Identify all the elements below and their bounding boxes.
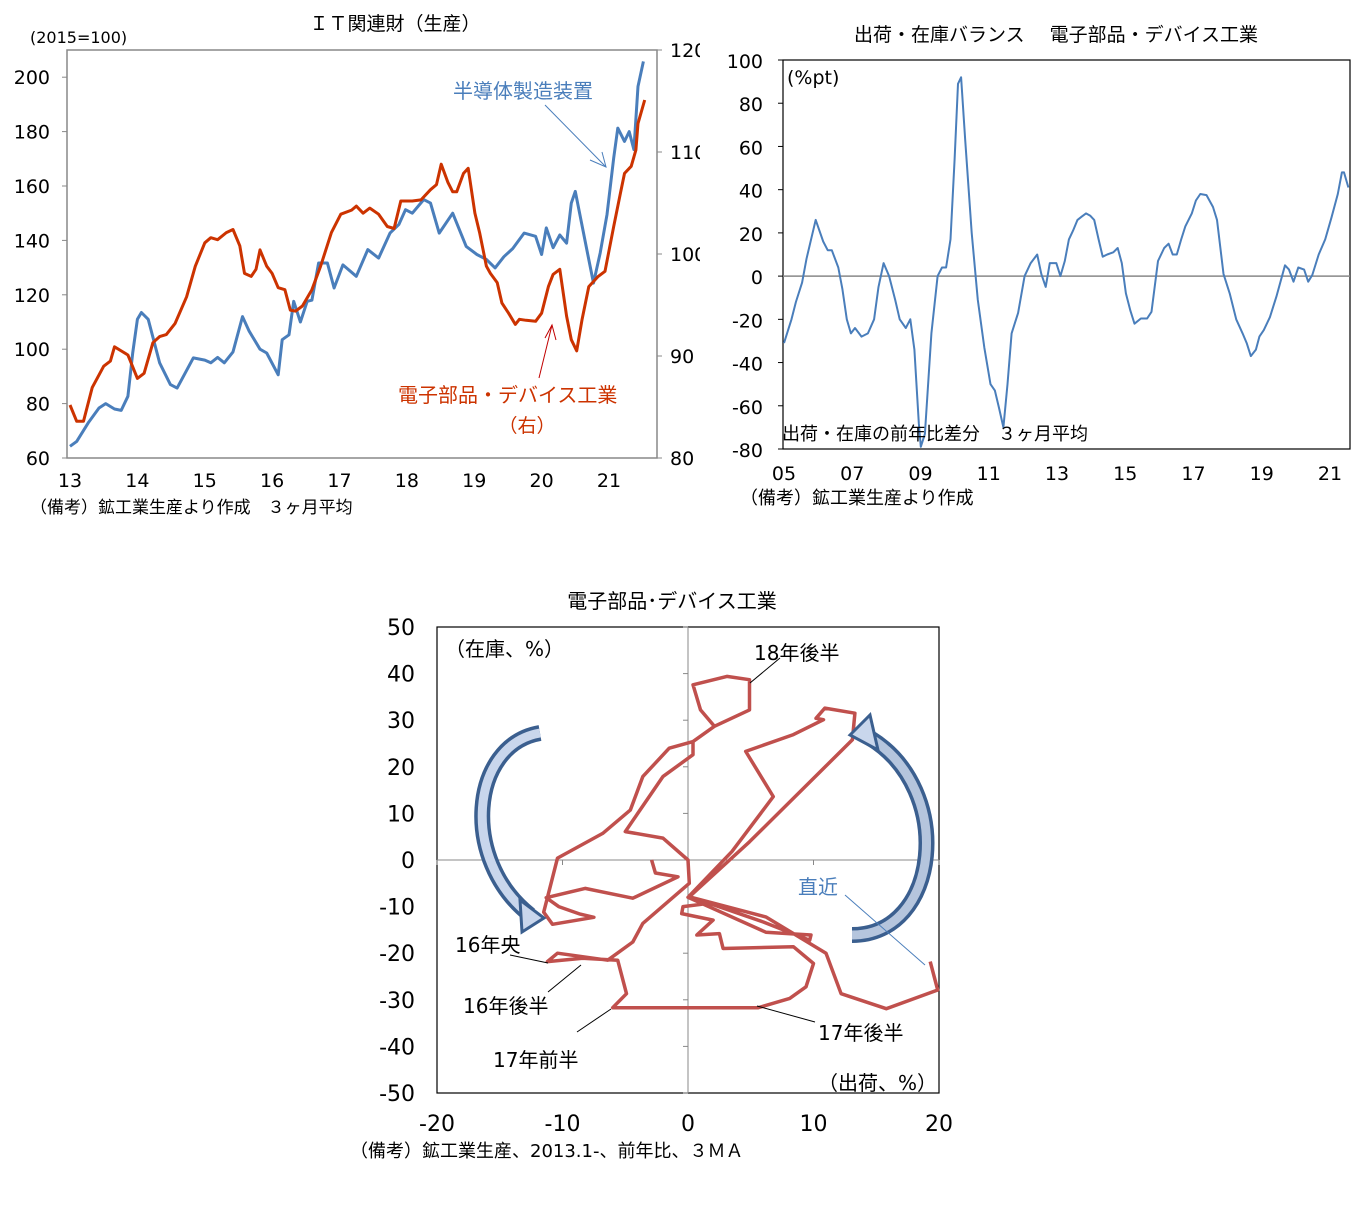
annotation-arrow <box>844 894 926 966</box>
series-line-0 <box>69 61 645 448</box>
y-left-tick-label: 100 <box>14 339 50 361</box>
y-right-tick-label: 100 <box>670 244 700 266</box>
x-tick-label: 07 <box>840 463 864 485</box>
y-tick-label: -20 <box>379 942 415 967</box>
y-right-tick-label: 110 <box>670 142 700 164</box>
y-tick-label: 60 <box>739 137 763 159</box>
y-tick-label: 40 <box>387 663 415 688</box>
y-tick-label: -10 <box>379 896 415 921</box>
chart2-note: （備考）鉱工業生産より作成 <box>740 488 974 509</box>
chart1-label-electronic: 電子部品・デバイス工業 <box>398 383 617 407</box>
x-tick-label: 19 <box>462 470 486 492</box>
shipment-inventory-cycle-chart: 電子部品･デバイス工業 -50 -40 -30 -20 -10 0 10 20 30 40 50 -2… <box>350 589 953 1162</box>
x-tick-label: 21 <box>597 470 621 492</box>
y-tick-label: 10 <box>387 802 415 827</box>
x-tick-label: -10 <box>545 1112 581 1137</box>
shipment-inventory-balance-chart: 出荷・在庫バランス 電子部品・デバイス工業 -80 -60 -40 -20 0 20 40 6… <box>727 24 1351 509</box>
y-tick-label: -80 <box>732 440 763 462</box>
y-left-tick-label: 80 <box>26 394 50 416</box>
x-tick-label: 13 <box>1045 463 1069 485</box>
x-tick-label: 21 <box>1318 463 1342 485</box>
y-left-tick-label: 120 <box>14 285 50 307</box>
y-tick-label: -40 <box>379 1035 415 1060</box>
chart2-title: 出荷・在庫バランス 電子部品・デバイス工業 <box>854 24 1258 46</box>
cycle-arrow-left-icon <box>474 725 547 935</box>
x-tick-label: 18 <box>395 470 419 492</box>
chart3-xlabel: （出荷、%） <box>818 1071 937 1095</box>
y-tick-label: 20 <box>739 224 763 246</box>
arrowhead-icon <box>589 151 607 168</box>
y-left-tick-label: 180 <box>14 122 50 144</box>
it-production-chart: ＩＴ関連財（生産） (2015=100) 60 80 100 120 140 160 180… <box>14 13 700 518</box>
y-tick-label: 40 <box>739 181 763 203</box>
annotation-17-early: 17年前半 <box>493 1048 578 1072</box>
chart2-unit-label: (%pt) <box>787 67 839 89</box>
y-tick-label: -50 <box>379 1082 415 1107</box>
x-tick-label: 13 <box>58 470 82 492</box>
chart2-plot-area <box>782 59 1351 450</box>
chart1-note: （備考）鉱工業生産より作成 ３ヶ月平均 <box>30 498 353 518</box>
y-tick-label: 30 <box>387 709 415 734</box>
y-tick-label: 100 <box>727 51 763 73</box>
chart2-inner-label: 出荷・在庫の前年比差分 ３ヶ月平均 <box>782 424 1088 445</box>
annotation-17-late: 17年後半 <box>818 1021 903 1045</box>
y-right-tick-label: 80 <box>670 448 694 470</box>
x-tick-label: 20 <box>530 470 554 492</box>
annotation-arrow <box>509 954 549 964</box>
x-tick-label: 16 <box>260 470 284 492</box>
x-tick-label: -20 <box>419 1112 455 1137</box>
chart3-ylabel: （在庫、%） <box>445 637 564 661</box>
cycle-arrow-right-icon <box>847 712 935 943</box>
annotation-latest: 直近 <box>798 875 838 899</box>
x-tick-label: 05 <box>772 463 796 485</box>
chart1-annot-arrow-blue <box>544 104 607 168</box>
y-left-tick-label: 160 <box>14 176 50 198</box>
chart1-label-semiconductor: 半導体製造装置 <box>453 79 593 103</box>
series-line-0 <box>783 76 1350 448</box>
cycle-path-0 <box>541 674 940 1011</box>
x-tick-label: 20 <box>925 1112 953 1137</box>
y-tick-label: 20 <box>387 756 415 781</box>
y-left-tick-label: 140 <box>14 230 50 252</box>
x-tick-label: 17 <box>1181 463 1205 485</box>
x-tick-label: 15 <box>1113 463 1137 485</box>
annotation-arrow <box>547 964 582 993</box>
y-right-tick-label: 120 <box>670 40 700 62</box>
chart1-unit-label: (2015=100) <box>30 28 127 47</box>
y-tick-label: -60 <box>732 397 763 419</box>
x-tick-label: 15 <box>193 470 217 492</box>
x-tick-label: 10 <box>800 1112 828 1137</box>
y-right-tick-label: 90 <box>670 346 694 368</box>
annotation-16-late: 16年後半 <box>463 994 548 1018</box>
y-left-tick-label: 200 <box>14 67 50 89</box>
arrowhead-icon <box>544 323 557 341</box>
chart1-label-right-axis: （右） <box>498 415 555 437</box>
annotation-arrow <box>756 1005 816 1023</box>
chart3-note: （備考）鉱工業生産、2013.1-、前年比、３ＭＡ <box>350 1141 743 1162</box>
x-tick-label: 17 <box>327 470 351 492</box>
x-tick-label: 14 <box>125 470 149 492</box>
y-left-tick-label: 60 <box>26 448 50 470</box>
x-tick-label: 09 <box>908 463 932 485</box>
y-tick-label: 0 <box>401 849 415 874</box>
series-line-1 <box>68 99 647 423</box>
y-tick-label: -20 <box>732 310 763 332</box>
annotation-arrow <box>749 657 781 684</box>
x-tick-label: 19 <box>1250 463 1274 485</box>
y-tick-label: 0 <box>751 267 763 289</box>
annotation-arrow <box>576 1008 612 1033</box>
y-tick-label: -30 <box>379 989 415 1014</box>
x-tick-label: 0 <box>681 1112 695 1137</box>
x-tick-label: 11 <box>977 463 1001 485</box>
y-tick-label: -40 <box>732 354 763 376</box>
y-tick-label: 80 <box>739 94 763 116</box>
chart3-title: 電子部品･デバイス工業 <box>567 589 776 613</box>
chart1-title: ＩＴ関連財（生産） <box>309 13 480 35</box>
y-tick-label: 50 <box>387 616 415 641</box>
chart1-annot-arrow-red <box>538 324 553 379</box>
annotation-18-late: 18年後半 <box>754 641 839 665</box>
annotation-16-mid: 16年央 <box>455 933 520 957</box>
